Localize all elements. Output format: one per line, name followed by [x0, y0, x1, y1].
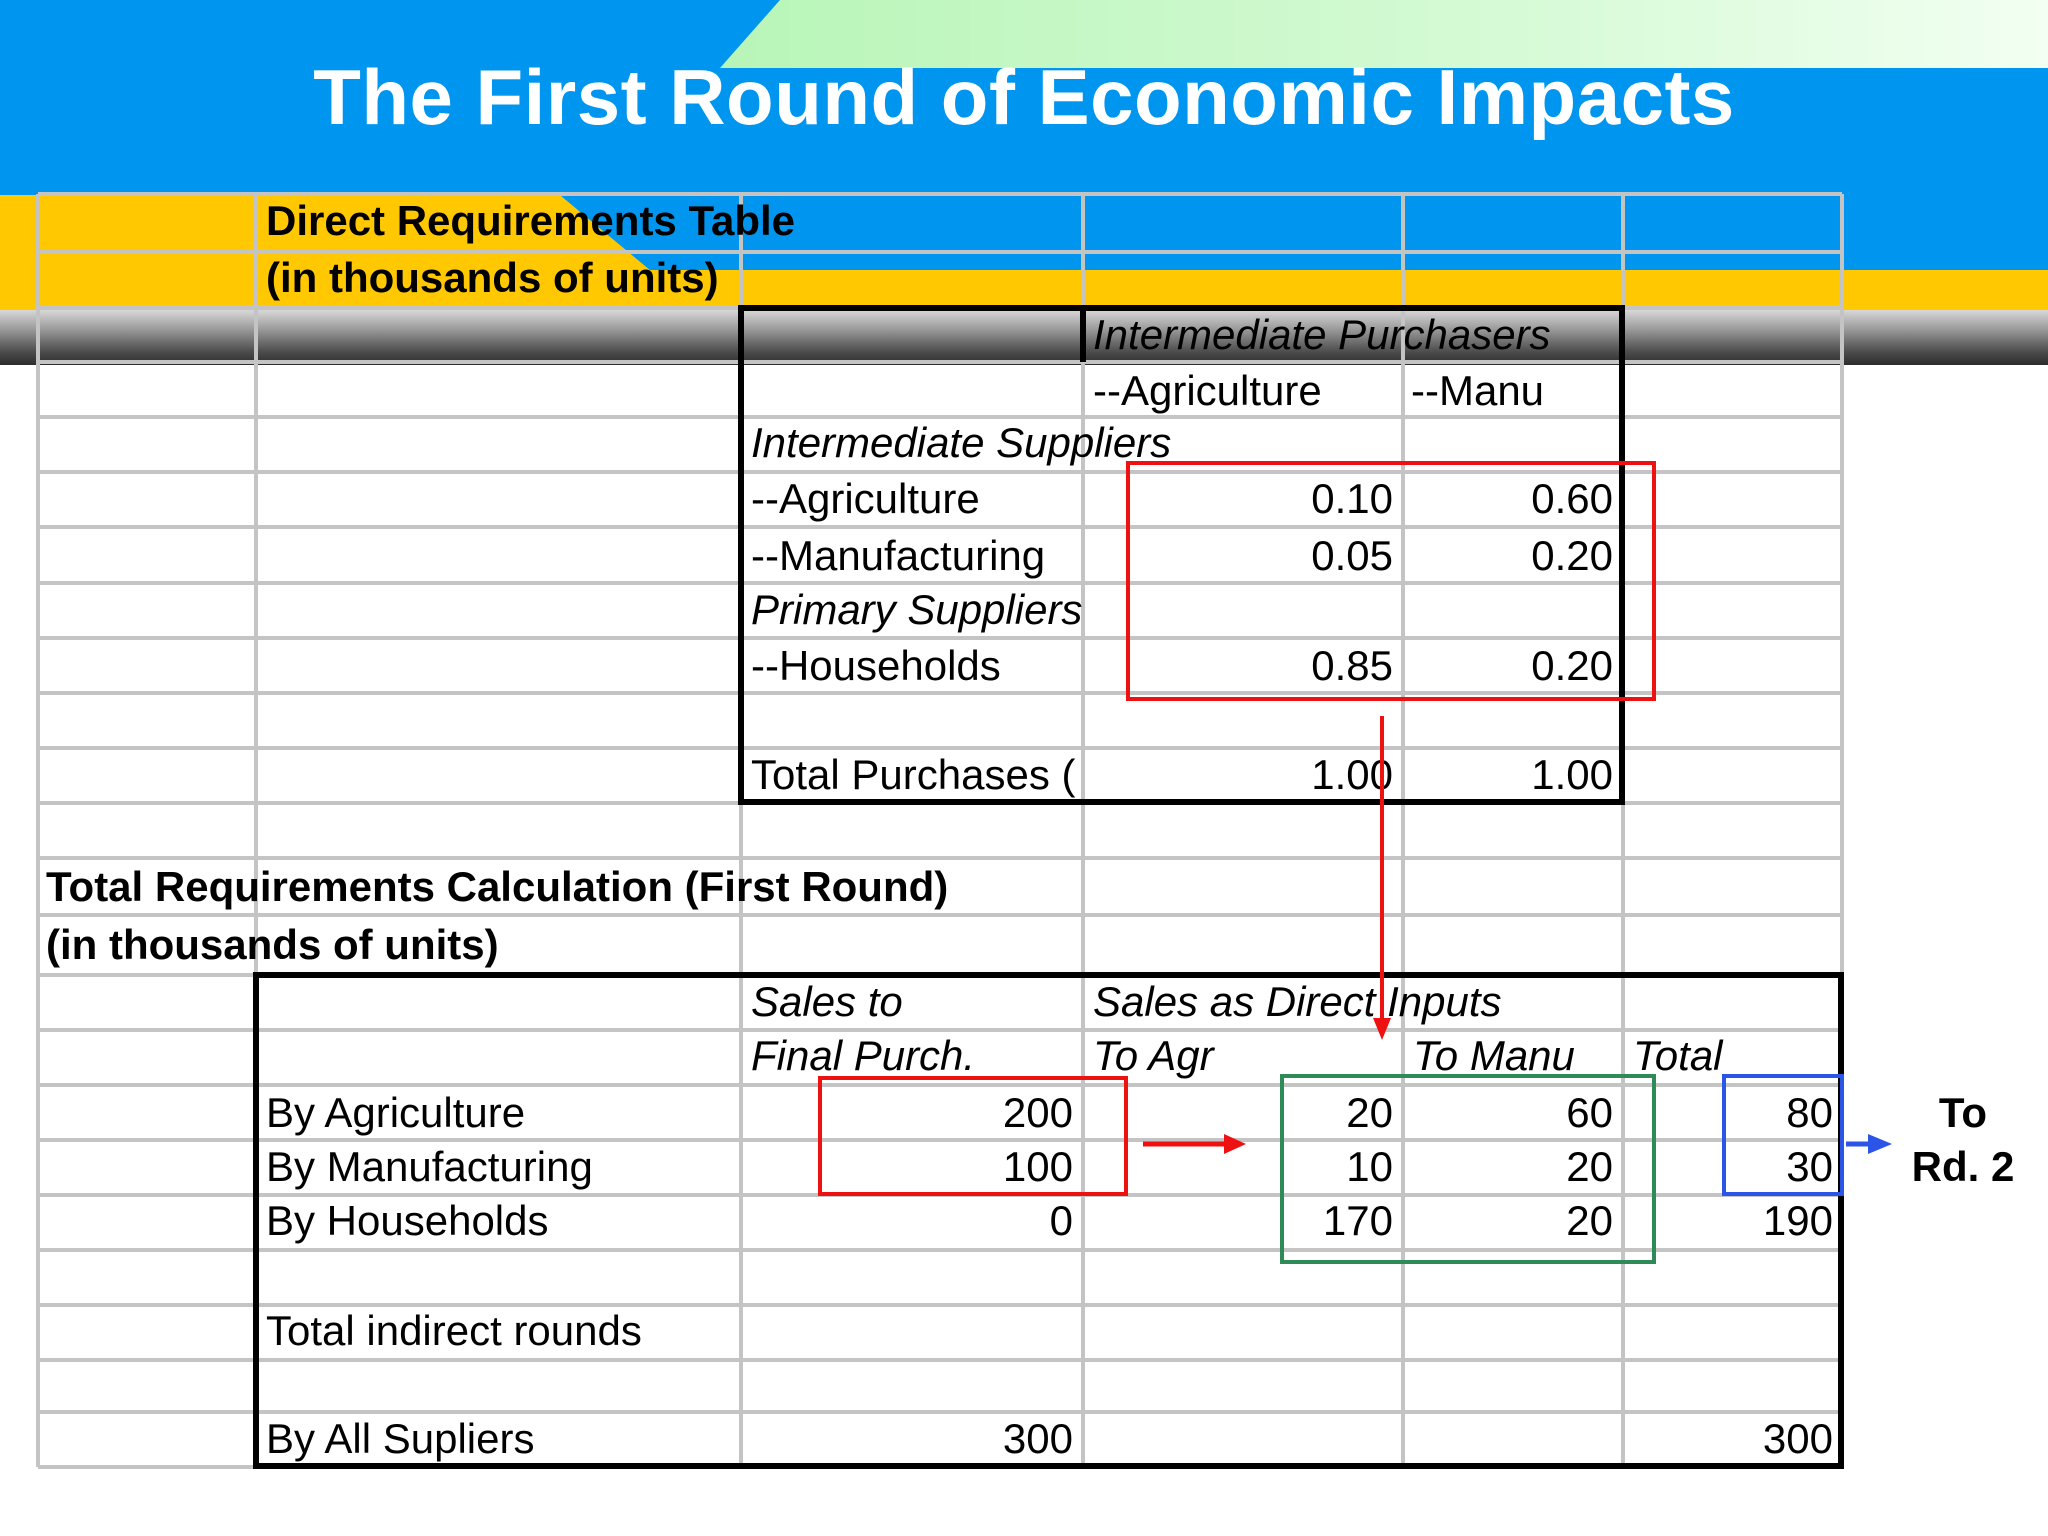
total-table-heading: Total Requirements Calculation (First Ro…: [46, 863, 949, 910]
total-by-households: 190: [1762, 1197, 1833, 1244]
to-agr-by-manufacturing: 10: [1346, 1143, 1393, 1190]
total-by-manufacturing: 30: [1786, 1143, 1833, 1190]
primary-suppliers-label: Primary Suppliers: [751, 586, 1083, 633]
row-label-manufacturing: --Manufacturing: [751, 532, 1046, 579]
final-by-all-suppliers: 300: [1002, 1415, 1073, 1462]
direct-agr-manu: 0.60: [1531, 475, 1613, 522]
intermediate-purchasers-header: Intermediate Purchasers: [1093, 311, 1551, 358]
intermediate-suppliers-label: Intermediate Suppliers: [751, 419, 1172, 466]
col-header-to-manu: To Manu: [1413, 1032, 1575, 1079]
total-purchases-agr: 1.00: [1311, 751, 1393, 798]
direct-manu-agr: 0.05: [1311, 532, 1393, 579]
total-by-all-suppliers: 300: [1762, 1415, 1833, 1462]
direct-agr-agr: 0.10: [1311, 475, 1393, 522]
col-header-final-purch: Final Purch.: [751, 1032, 976, 1079]
col-header-total: Total: [1633, 1032, 1723, 1079]
direct-hh-manu: 0.20: [1531, 642, 1613, 689]
final-by-households: 0: [1049, 1197, 1073, 1244]
to-round-2-line1: To: [1938, 1089, 1988, 1136]
arrow-right-red: [1143, 1134, 1246, 1154]
row-label-by-households: By Households: [266, 1197, 549, 1244]
total-table-units: (in thousands of units): [46, 921, 499, 968]
arrow-right-blue: [1846, 1134, 1892, 1154]
grey-gradient-bar: [0, 310, 2048, 365]
col-header-agriculture: --Agriculture: [1093, 367, 1322, 414]
col-header-sales-to: Sales to: [751, 978, 903, 1025]
arrow-down-red: [1373, 716, 1391, 1040]
to-round-2-line2: Rd. 2: [1911, 1143, 2015, 1190]
total-by-agriculture: 80: [1786, 1089, 1833, 1136]
direct-inputs-highlight: [1280, 1074, 1656, 1264]
to-agr-by-agriculture: 20: [1346, 1089, 1393, 1136]
round-total-highlight: [1722, 1074, 1844, 1196]
header-accent-wedge: [720, 0, 2048, 68]
direct-hh-agr: 0.85: [1311, 642, 1393, 689]
direct-table-heading: Direct Requirements Table: [266, 197, 796, 244]
to-agr-by-households: 170: [1322, 1197, 1393, 1244]
direct-manu-manu: 0.20: [1531, 532, 1613, 579]
total-purchases-label: Total Purchases (: [751, 751, 1076, 798]
col-header-to-agr: To Agr: [1093, 1032, 1214, 1079]
row-label-agriculture: --Agriculture: [751, 475, 980, 522]
direct-table-units: (in thousands of units): [266, 254, 719, 301]
slide-title: The First Round of Economic Impacts: [313, 53, 1735, 141]
to-manu-by-agriculture: 60: [1566, 1089, 1613, 1136]
direct-coefficients-highlight: [1126, 461, 1656, 701]
total-indirect-rounds-label: Total indirect rounds: [266, 1307, 642, 1354]
total-purchases-manu: 1.00: [1531, 751, 1613, 798]
row-label-households: --Households: [751, 642, 1001, 689]
row-label-by-all-suppliers: By All Supliers: [266, 1415, 535, 1462]
to-manu-by-manufacturing: 20: [1566, 1143, 1613, 1190]
final-demand-highlight: [818, 1076, 1128, 1196]
col-header-manu: --Manu: [1411, 367, 1545, 414]
final-by-manufacturing: 100: [1002, 1143, 1073, 1190]
to-manu-by-households: 20: [1566, 1197, 1613, 1244]
final-by-agriculture: 200: [1002, 1089, 1073, 1136]
row-label-by-manufacturing: By Manufacturing: [266, 1143, 593, 1190]
col-header-direct-inputs: Sales as Direct Inputs: [1093, 978, 1502, 1025]
row-label-by-agriculture: By Agriculture: [266, 1089, 526, 1136]
